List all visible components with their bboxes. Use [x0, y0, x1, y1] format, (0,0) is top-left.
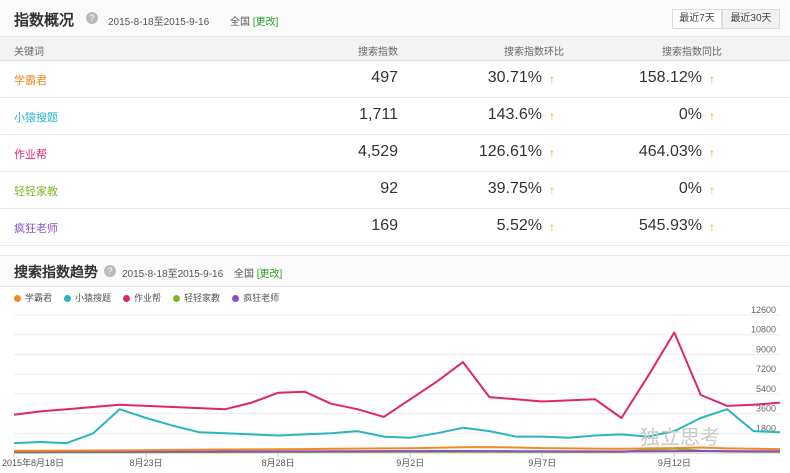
yoy-value: 545.93% — [638, 217, 702, 234]
up-arrow-icon: ↑ — [549, 220, 555, 234]
y-tick-label: 12600 — [751, 305, 776, 315]
last-30-days-button[interactable]: 最近30天 — [722, 9, 780, 29]
legend-label: 学霸君 — [25, 293, 53, 303]
legend-dot-icon — [64, 295, 72, 303]
mom-value: 30.71% — [487, 69, 542, 86]
keyword-link[interactable]: 疯狂老师 — [14, 223, 58, 235]
legend-item[interactable]: 学霸君 — [14, 291, 52, 304]
table-row: 小猿搜题 1,711 143.6% ↑ 0% ↑ — [0, 98, 790, 135]
up-arrow-icon: ↑ — [709, 109, 715, 123]
legend-label: 小猿搜题 — [75, 293, 112, 303]
table-row: 学霸君 497 30.71% ↑ 158.12% ↑ — [0, 61, 790, 98]
y-tick-label: 1800 — [756, 423, 776, 433]
y-tick-label: 5400 — [756, 384, 776, 394]
keyword-link[interactable]: 学霸君 — [14, 75, 47, 87]
keyword-link[interactable]: 小猿搜题 — [14, 112, 58, 124]
mom-value: 126.61% — [478, 143, 542, 160]
yoy-value: 158.12% — [638, 69, 702, 86]
last-7-days-button[interactable]: 最近7天 — [672, 9, 722, 29]
legend-label: 疯狂老师 — [243, 293, 280, 303]
trend-region: 全国 [更改] — [234, 265, 282, 280]
search-index-value: 92 — [380, 180, 398, 197]
trend-chart: 1800 3600 5400 7200 9000 10800 12600 2015年8月18日… — [2, 305, 781, 468]
yoy-value: 464.03% — [638, 143, 702, 160]
yoy-value: 0% — [678, 180, 702, 197]
yoy-value: 0% — [678, 106, 702, 123]
up-arrow-icon: ↑ — [549, 183, 555, 197]
x-tick-label: 9月7日 — [528, 458, 556, 468]
col-mom: 搜索指数环比 — [504, 47, 564, 58]
y-tick-label: 7200 — [756, 364, 776, 374]
legend-item[interactable]: 疯狂老师 — [232, 291, 279, 304]
overview-header: 指数概况 ? 2015-8-18至2015-9-16 全国 [更改] 最近7天 … — [0, 0, 790, 37]
x-tick-label: 2015年8月18日 — [2, 457, 64, 468]
change-region-link[interactable]: [更改] — [256, 269, 283, 280]
y-tick-label: 9000 — [756, 344, 776, 354]
table-row: 疯狂老师 169 5.52% ↑ 545.93% ↑ — [0, 209, 790, 246]
col-keyword: 关键词 — [14, 47, 44, 58]
keyword-link[interactable]: 作业帮 — [14, 149, 47, 161]
legend-label: 轻轻家教 — [184, 293, 221, 303]
overview-table-header: 关键词 搜索指数 搜索指数环比 搜索指数同比 — [0, 37, 790, 61]
region-label: 全国 — [230, 17, 250, 28]
trend-title: 搜索指数趋势 — [14, 264, 98, 280]
up-arrow-icon: ↑ — [709, 146, 715, 160]
search-index-value: 169 — [371, 217, 398, 234]
up-arrow-icon: ↑ — [709, 183, 715, 197]
search-index-value: 1,711 — [359, 106, 398, 123]
change-region-link[interactable]: [更改] — [252, 17, 279, 28]
mom-value: 5.52% — [496, 217, 542, 234]
y-tick-label: 3600 — [756, 404, 776, 414]
x-tick-label: 9月12日 — [658, 458, 691, 468]
help-icon[interactable]: ? — [86, 12, 98, 24]
series-line[interactable] — [14, 450, 780, 453]
series-line[interactable] — [13, 331, 781, 419]
help-icon[interactable]: ? — [104, 265, 116, 277]
x-tick-label: 9月2日 — [396, 458, 424, 468]
legend-dot-icon — [123, 295, 131, 303]
legend-dot-icon — [14, 295, 21, 303]
up-arrow-icon: ↑ — [549, 109, 555, 123]
up-arrow-icon: ↑ — [549, 146, 555, 160]
series-line[interactable] — [13, 408, 781, 445]
legend-dot-icon — [173, 295, 181, 303]
legend-item[interactable]: 小猿搜题 — [64, 291, 111, 304]
col-search-index: 搜索指数 — [358, 47, 398, 58]
y-tick-label: 10800 — [751, 325, 776, 335]
mom-value: 39.75% — [487, 180, 542, 197]
table-row: 作业帮 4,529 126.61% ↑ 464.03% ↑ — [0, 135, 790, 172]
mom-value: 143.6% — [487, 106, 542, 123]
series-line[interactable] — [14, 446, 781, 452]
keyword-link[interactable]: 轻轻家教 — [14, 186, 58, 198]
up-arrow-icon: ↑ — [549, 72, 555, 86]
overview-title: 指数概况 — [14, 12, 75, 29]
legend-item[interactable]: 轻轻家教 — [173, 291, 220, 304]
trend-header: 搜索指数趋势 ? 2015-8-18至2015-9-16 全国 [更改] — [0, 255, 790, 287]
x-tick-label: 8月28日 — [262, 458, 295, 468]
region-label: 全国 — [234, 269, 254, 280]
watermark: 独立思考 — [640, 427, 720, 449]
legend-item[interactable]: 作业帮 — [123, 291, 161, 304]
up-arrow-icon: ↑ — [709, 72, 715, 86]
col-yoy: 搜索指数同比 — [662, 47, 722, 58]
chart-legend: 学霸君 小猿搜题 作业帮 轻轻家教 疯狂老师 — [14, 291, 291, 305]
overview-region: 全国 [更改] — [230, 13, 278, 28]
legend-dot-icon — [232, 295, 240, 303]
x-tick-label: 8月23日 — [130, 458, 163, 468]
table-row: 轻轻家教 92 39.75% ↑ 0% ↑ — [0, 172, 790, 209]
overview-date-range: 2015-8-18至2015-9-16 — [108, 17, 210, 28]
up-arrow-icon: ↑ — [709, 220, 715, 234]
trend-date-range: 2015-8-18至2015-9-16 — [122, 269, 224, 280]
search-index-value: 4,529 — [357, 143, 398, 160]
search-index-value: 497 — [371, 69, 398, 86]
legend-label: 作业帮 — [134, 293, 162, 303]
